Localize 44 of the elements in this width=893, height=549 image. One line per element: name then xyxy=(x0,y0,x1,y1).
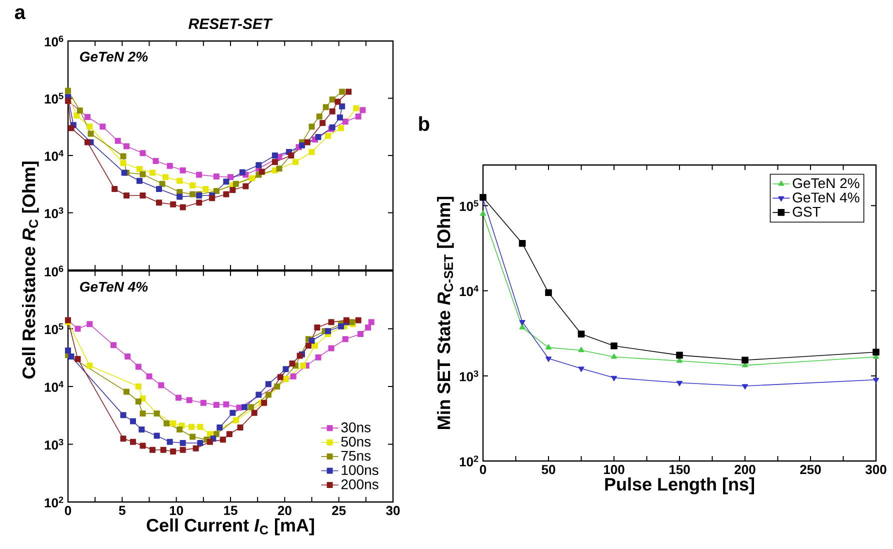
legend-label: 100ns xyxy=(342,465,378,476)
y-tick-label: 10$^{5}$ xyxy=(44,323,64,334)
x-tick-label: 20 xyxy=(278,506,292,516)
text: a xyxy=(14,8,26,20)
y-tick-label: 10$^{3}$ xyxy=(44,207,64,218)
y-tick-label: 10$^{5}$ xyxy=(460,200,478,211)
x-tick-label: 30 xyxy=(386,506,400,516)
y-tick-label: 10$^{4}$ xyxy=(44,150,64,161)
x-tick-label: 50 xyxy=(542,464,556,474)
x-axis-title: Pulse Length [ns] xyxy=(605,477,754,494)
x-tick-label: 0 xyxy=(64,506,72,516)
legend-label: GeTeN 2% xyxy=(792,178,860,188)
x-tick-label: 100 xyxy=(604,464,624,474)
y-tick-label: 10$^{2}$ xyxy=(460,456,478,466)
y-tick-label: 10$^{5}$ xyxy=(44,92,64,104)
y-tick-label: 10$^{2}$ xyxy=(44,496,64,508)
x-tick-label: 250 xyxy=(800,464,821,474)
x-tick-label: 0 xyxy=(480,464,486,474)
legend-label: 75ns xyxy=(341,450,371,461)
y-tick-label: 10$^{3}$ xyxy=(44,438,64,450)
legend-label: 200ns xyxy=(341,479,378,490)
x-tick-label: 200 xyxy=(734,464,756,474)
annotation: GeTeN 2% xyxy=(80,52,148,62)
x-tick-label: 25 xyxy=(332,506,346,516)
y-tick-label: 10$^{3}$ xyxy=(460,370,478,382)
x-tick-label: 300 xyxy=(865,464,886,474)
x-axis-title: Cell Current I$_{C}$ [mA] xyxy=(146,518,314,536)
chart-title: RESET-SET xyxy=(188,18,273,30)
y-axis-title: Cell Resistance R$_{C}$ [Ohm] xyxy=(22,162,39,379)
text: b xyxy=(419,116,430,131)
legend-label: 50ns xyxy=(341,436,371,447)
annotation: GeTeN 4% xyxy=(80,282,148,292)
legend-label: 30ns xyxy=(341,422,371,432)
legend-label: GeTeN 4% xyxy=(792,192,860,202)
x-tick-label: 10 xyxy=(170,506,184,516)
y-tick-label: 10$^{4}$ xyxy=(44,381,64,392)
x-tick-label: 150 xyxy=(669,464,690,474)
y-tick-label: 10$^{4}$ xyxy=(460,285,479,296)
y-tick-label: 10$^{6}$ xyxy=(44,266,64,276)
y-axis-title: Min SET State R$_{C-SET}$ [Ohm] xyxy=(437,196,454,429)
legend-label: GST xyxy=(792,206,821,217)
x-tick-label: 15 xyxy=(224,506,238,515)
y-tick-label: 10$^{6}$ xyxy=(44,36,64,46)
x-tick-label: 5 xyxy=(118,506,126,515)
